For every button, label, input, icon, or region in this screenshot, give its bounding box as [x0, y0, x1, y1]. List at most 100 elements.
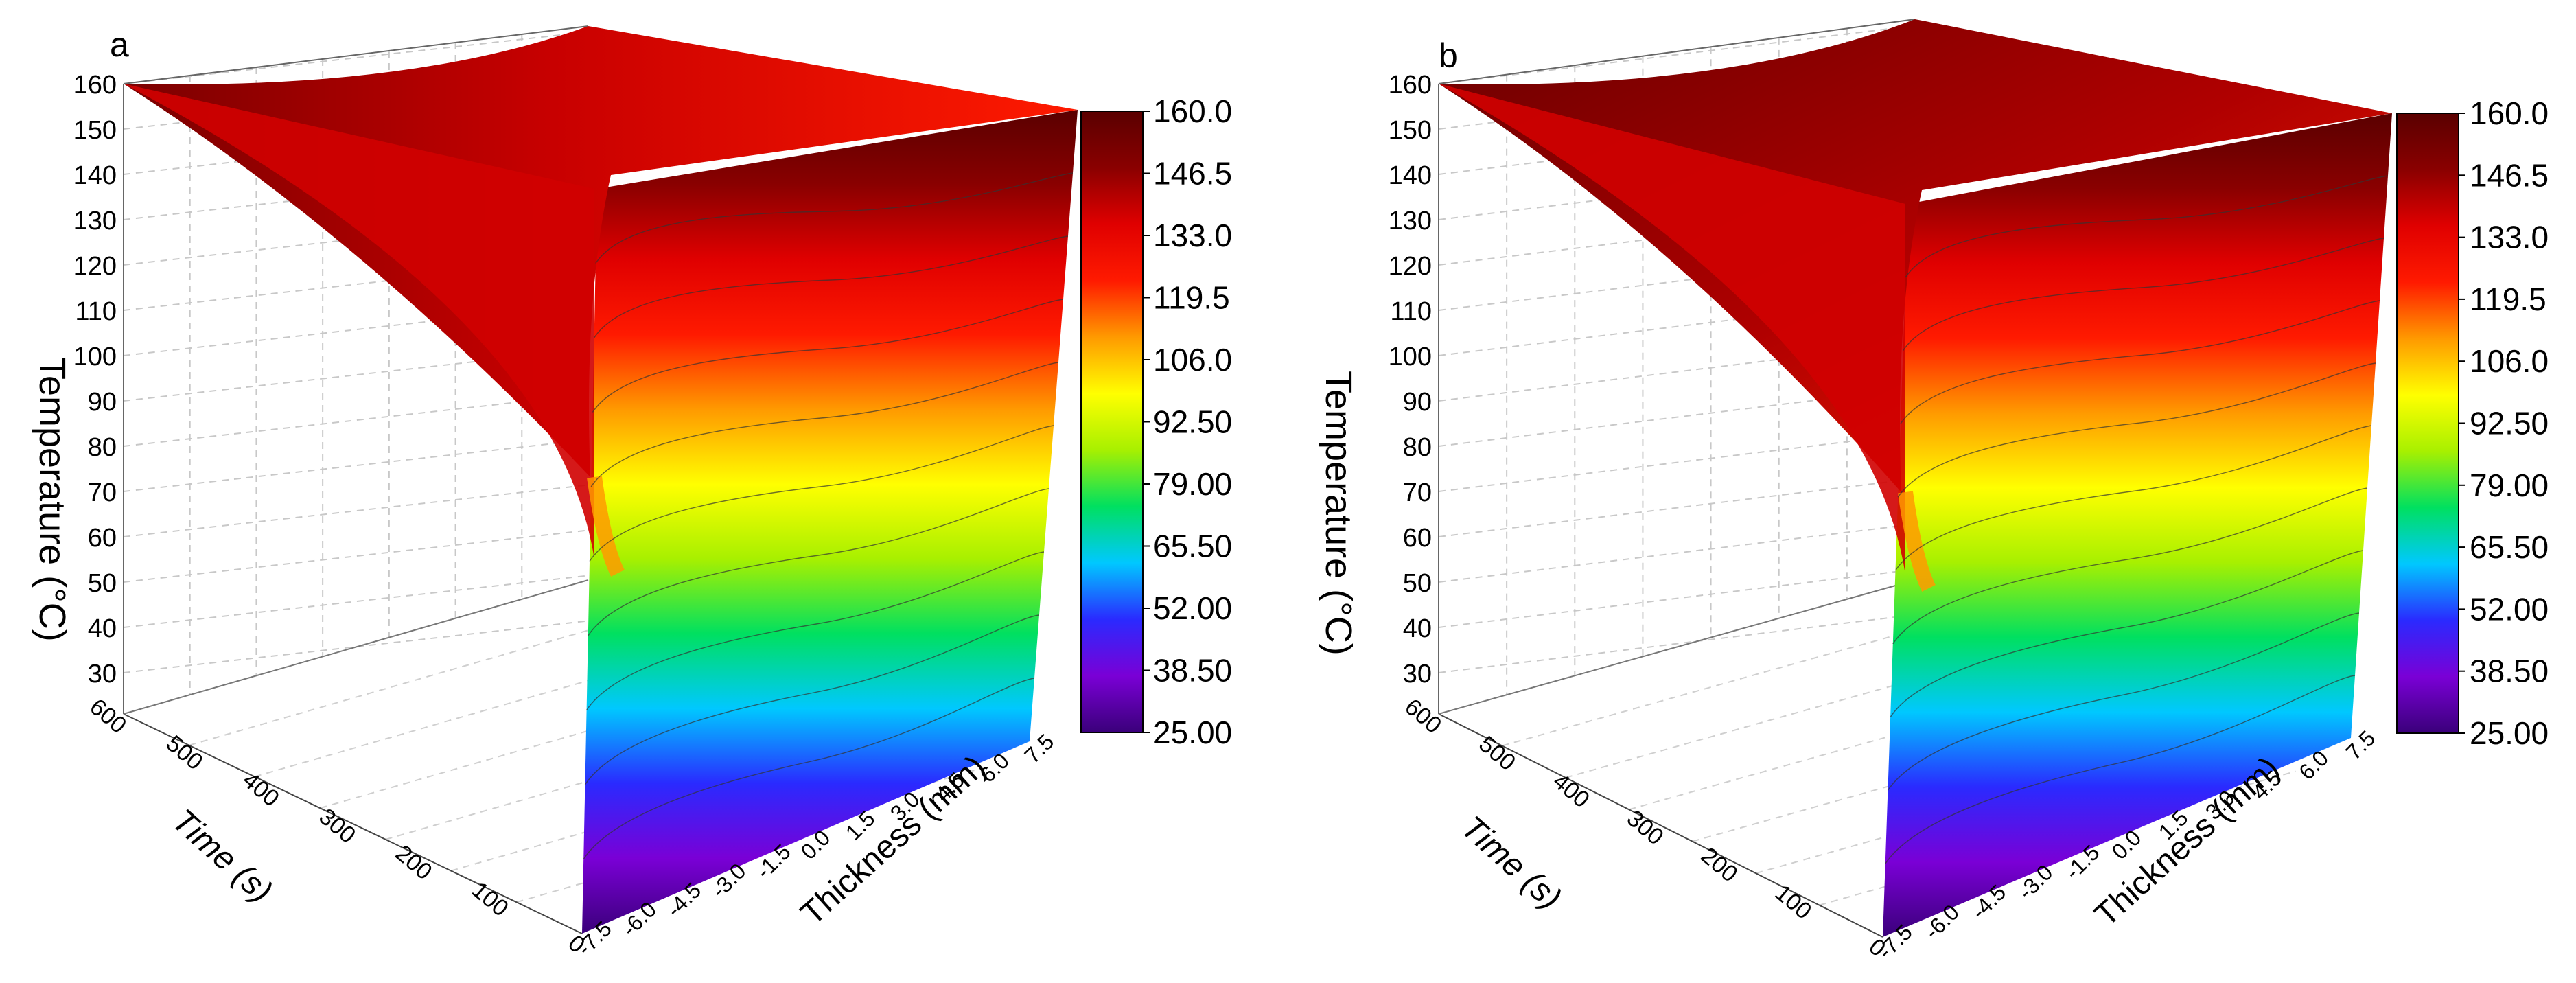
- z-tick-label: 50: [1403, 569, 1432, 598]
- time-tick-label: 200: [391, 840, 437, 886]
- colorbar-tick-label: 52.00: [2470, 591, 2549, 627]
- colorbar-ramp: [1080, 111, 1144, 733]
- z-tick-label: 150: [73, 116, 117, 145]
- colorbar-tick-label: 92.50: [1153, 404, 1232, 440]
- time-tick-label: 500: [1474, 731, 1520, 776]
- ridge-face: [124, 84, 594, 559]
- z-tick-label: 100: [1389, 343, 1432, 371]
- z-tick-label: 80: [1403, 433, 1432, 462]
- z-tick-label: 110: [75, 297, 117, 326]
- contour-line: [588, 488, 1049, 636]
- colorbar-tick-label: 52.00: [1153, 590, 1232, 626]
- z-tick-label: 70: [1403, 478, 1432, 507]
- colorbar-tick-label: 38.50: [1153, 653, 1232, 689]
- time-tick-label: 300: [314, 804, 360, 849]
- colorbar-tick-label: 146.5: [1153, 156, 1232, 192]
- contour-line: [1905, 175, 2389, 278]
- z-tick-label: 150: [1389, 116, 1432, 145]
- z-tick-label: 160: [1389, 71, 1432, 100]
- time-tick-label: 100: [467, 877, 513, 922]
- contour-line: [594, 235, 1069, 338]
- contour-line: [1887, 612, 2360, 791]
- time-tick-label: 200: [1696, 842, 1743, 888]
- colorbar-tick-label: 65.50: [1153, 529, 1232, 564]
- ridge-face: [1439, 84, 1905, 575]
- contour-line: [1903, 238, 2384, 351]
- colorbar-tick-label: 119.5: [2470, 281, 2546, 317]
- contour-line: [589, 425, 1054, 562]
- z-axis-unit: °C: [32, 588, 73, 629]
- contour-line: [584, 614, 1040, 785]
- time-tick-label: 300: [1622, 805, 1669, 851]
- time-tick-label: 400: [237, 767, 284, 812]
- colorbar-tick-label: 92.50: [2470, 406, 2549, 441]
- contour-line: [1894, 425, 2372, 571]
- contour-line: [1897, 362, 2376, 498]
- z-tick-label: 60: [88, 524, 117, 553]
- contour-line: [1892, 487, 2368, 645]
- thickness-tick-label: -7.5: [572, 916, 616, 960]
- colorbar-tick-label: 160.0: [2470, 95, 2549, 131]
- front-face: [1883, 113, 2392, 937]
- colorbar-tick-label: 119.5: [1153, 280, 1230, 316]
- z-tick-label: 130: [73, 207, 117, 235]
- time-axis-label: Time (s): [1454, 809, 1568, 917]
- top-face: [1439, 19, 2392, 492]
- colorbar-tick-label: 133.0: [2470, 220, 2549, 255]
- z-tick-label: 30: [1403, 660, 1432, 689]
- z-tick-label: 140: [73, 161, 117, 190]
- chart-panel-a: 160 150 140 130 120 110 100 90 80 70 60 50 40 30 600 50…: [32, 25, 1232, 960]
- z-tick-label: 60: [1403, 524, 1432, 553]
- z-tick-label: 40: [88, 614, 117, 643]
- z-tick-label: 110: [1390, 297, 1432, 326]
- contour-line: [583, 678, 1035, 859]
- temperature-surface: [124, 26, 1078, 934]
- panel-label: b: [1439, 36, 1458, 75]
- panel-label: a: [110, 25, 129, 64]
- z-tick-label: 120: [73, 252, 117, 281]
- colorbar-tick-label: 133.0: [1153, 218, 1232, 253]
- axes-frame: [123, 25, 589, 934]
- z-tick-label: 100: [73, 343, 117, 371]
- contour-line: [586, 551, 1045, 710]
- colorbar-tick-label: 79.00: [2470, 467, 2549, 503]
- z-tick-label: 160: [73, 71, 117, 100]
- z-tick-label: 90: [88, 388, 117, 417]
- colorbar-tick-label: 106.0: [1153, 342, 1232, 378]
- front-face: [582, 110, 1078, 934]
- z-axis-unit: °C: [1318, 601, 1359, 643]
- colorbar-tick-label: 38.50: [2470, 654, 2549, 689]
- chart-panel-b: 160 150 140 130 120 110 100 90 80 70 60 50 40 30 600 50…: [1318, 19, 2549, 964]
- z-tick-label: 140: [1389, 161, 1432, 190]
- time-tick-label: 400: [1548, 768, 1594, 813]
- contour-line: [1890, 550, 2364, 717]
- time-axis-label: Time (s): [165, 802, 279, 910]
- colorbar-tick-label: 25.00: [2470, 715, 2549, 751]
- colorbar-tick-label: 25.00: [1153, 715, 1232, 750]
- contour-line: [592, 299, 1064, 413]
- z-tick-label: 50: [88, 569, 117, 598]
- time-tick-label: 100: [1770, 879, 1817, 925]
- contour-lines: [583, 172, 1074, 859]
- contour-line: [1885, 675, 2356, 864]
- temperature-surface: [1439, 19, 2392, 937]
- colorbar-tick-label: 79.00: [1153, 466, 1232, 502]
- contour-line: [595, 172, 1074, 264]
- axes-frame: [1438, 19, 1916, 938]
- colorbar: 160.0 146.5 133.0 119.5 106.0 92.50 79.00 65.50…: [2396, 95, 2549, 751]
- z-tick-label: 130: [1389, 207, 1432, 235]
- colorbar-tick-label: 106.0: [2470, 343, 2549, 379]
- z-tick-label: 40: [1403, 614, 1432, 643]
- time-tick-label: 500: [161, 730, 208, 776]
- colorbar-tick-label: 160.0: [1153, 93, 1232, 129]
- colorbar: 160.0 146.5 133.0 119.5 106.0 92.50 79.00 65.50…: [1080, 93, 1232, 750]
- colorbar-tick-label: 65.50: [2470, 529, 2549, 565]
- contour-line: [1900, 300, 2380, 424]
- contour-line: [590, 362, 1059, 487]
- z-tick-label: 90: [1403, 388, 1432, 417]
- z-tick-label: 80: [88, 433, 117, 462]
- z-tick-label: 120: [1389, 252, 1432, 281]
- z-tick-label: 70: [88, 478, 117, 507]
- z-tick-label: 30: [88, 660, 117, 689]
